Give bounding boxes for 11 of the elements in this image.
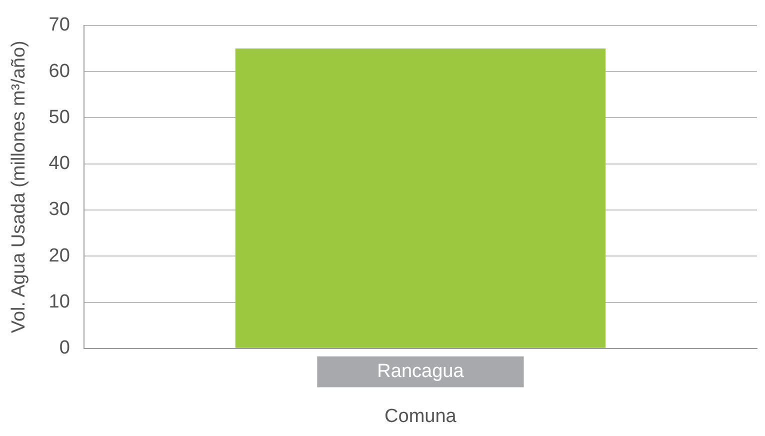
y-axis-title: Vol. Agua Usada (millones m³/año)	[8, 40, 30, 334]
y-tick-label: 20	[48, 245, 70, 266]
y-tick-label: 70	[48, 14, 70, 36]
y-tick-label: 50	[48, 106, 70, 128]
y-tick-label: 60	[48, 60, 70, 82]
x-tick-label: Rancagua	[377, 361, 464, 382]
y-tick-label: 40	[48, 153, 70, 174]
y-tick-label: 0	[59, 338, 70, 359]
x-axis-title: Comuna	[384, 406, 457, 427]
y-tick-label: 30	[48, 199, 70, 220]
y-tick-label: 10	[48, 291, 70, 312]
